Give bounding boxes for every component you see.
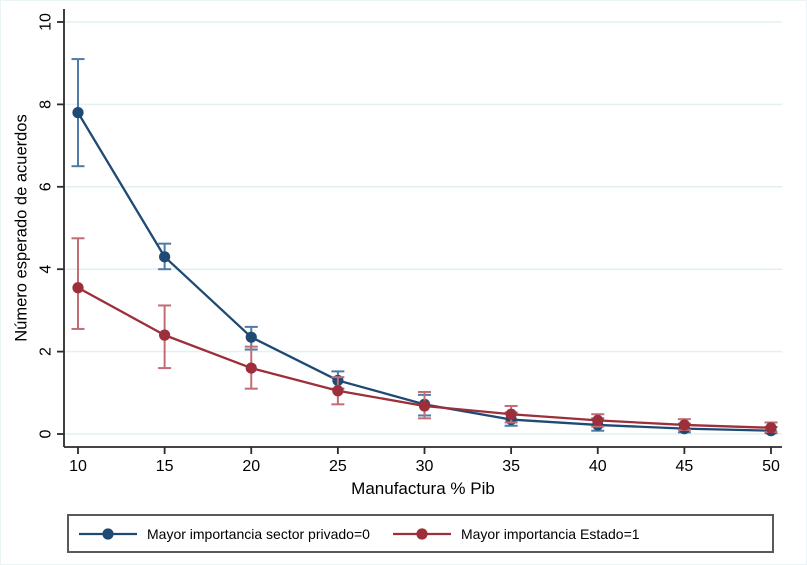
y-tick-label-6: 6 [38,182,55,191]
legend-line-marker-blue-icon [79,527,137,540]
y-tick-label-2: 2 [38,347,55,356]
marker-privado-x10 [72,107,84,119]
x-tick-label-10: 10 [69,458,87,475]
x-axis-title: Manufactura % Pib [351,479,495,498]
chart-plot-area: 0 2 4 6 8 10 10 15 20 25 30 35 40 45 50 [38,9,782,475]
marker-estado-x35 [505,408,517,420]
y-tick-label-4: 4 [38,265,55,274]
marker-privado-x15 [159,251,171,263]
marker-estado-x20 [245,362,257,374]
y-tick-label-0: 0 [38,429,55,438]
legend-sample-marker [416,527,428,540]
legend: Mayor importancia sector privado=0 Mayor… [67,514,774,553]
x-tick-label-40: 40 [589,458,607,475]
marker-estado-x30 [418,400,431,412]
series-line-privado [77,112,772,432]
y-tick-label-8: 8 [38,100,55,109]
marker-estado-x45 [678,419,690,431]
marker-estado-x50 [765,422,777,434]
y-axis-title: Número esperado de acuerdos [12,114,31,342]
marker-privado-x20 [245,331,257,343]
legend-label-estado: Mayor importancia Estado=1 [460,525,640,542]
legend-item-sector-privado: Mayor importancia sector privado=0 [78,526,370,542]
x-tick-label-25: 25 [329,458,347,475]
legend-label-sector-privado: Mayor importancia sector privado=0 [147,525,370,542]
marker-estado-x10 [72,282,84,294]
x-tick-label-15: 15 [156,458,174,475]
legend-item-estado: Mayor importancia Estado=1 [392,526,640,542]
marker-estado-x40 [592,414,604,427]
x-tick-label-30: 30 [416,458,434,475]
x-tick-label-35: 35 [502,458,520,475]
legend-line-marker-red-icon [392,527,451,540]
marker-estado-x25 [332,385,344,397]
x-tick-label-45: 45 [675,458,693,475]
x-tick-label-20: 20 [242,458,260,475]
y-tick-label-10: 10 [38,13,55,31]
x-tick-label-50: 50 [762,458,780,475]
legend-sample-marker [102,527,114,540]
marker-estado-x15 [159,329,171,341]
